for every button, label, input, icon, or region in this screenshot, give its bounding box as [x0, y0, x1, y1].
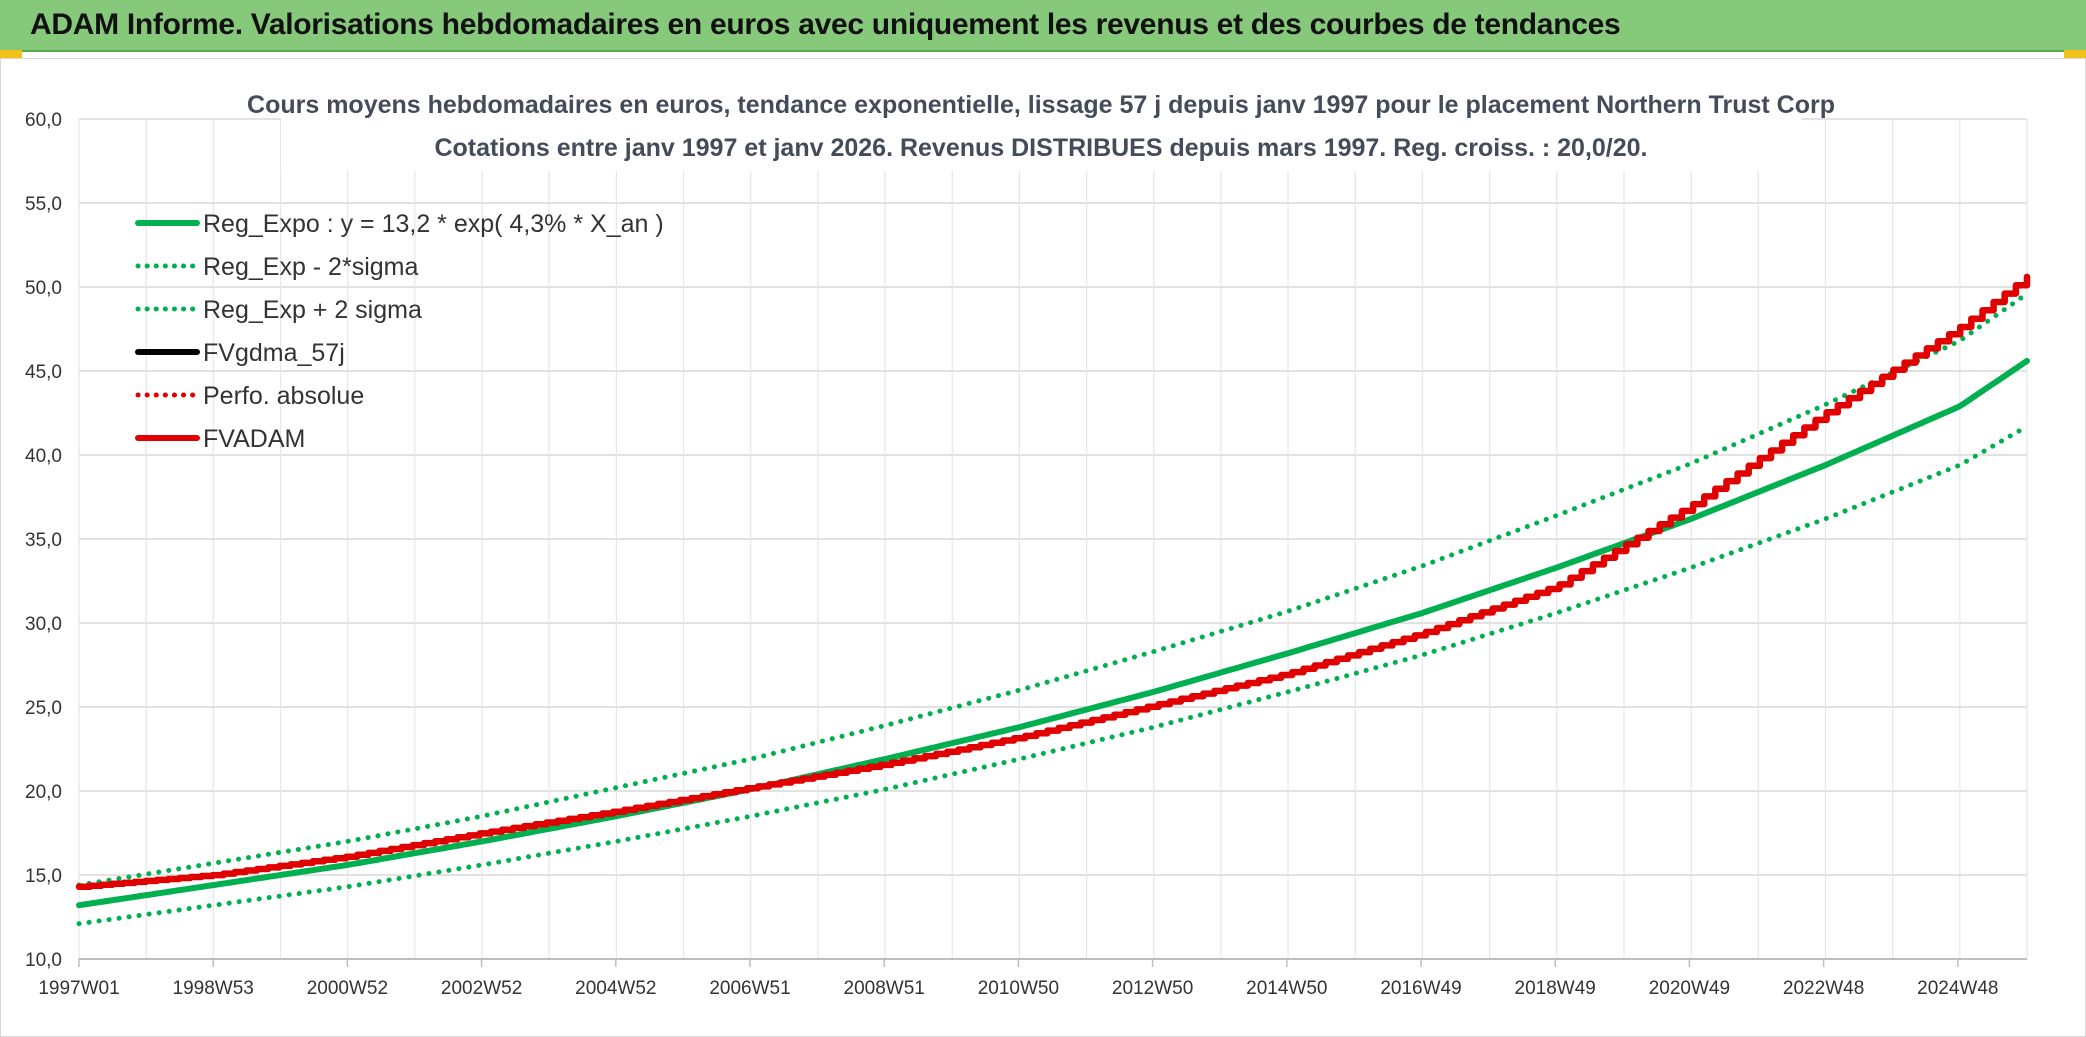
x-tick-label: 2006W51 [709, 978, 790, 999]
y-tick-label: 55,0 [25, 194, 62, 215]
series-line-2 [76, 291, 2030, 888]
title-backdrop [281, 83, 1801, 171]
x-tick-label: 2000W52 [307, 978, 388, 999]
x-tick-label: 2002W52 [441, 978, 522, 999]
series-line-0 [76, 357, 2030, 909]
x-tick-label: 2004W52 [575, 978, 656, 999]
chart-subtitle: Cotations entre janv 1997 et janv 2026. … [434, 134, 1647, 162]
x-tick-label: 2024W48 [1917, 978, 1998, 999]
x-axis-ticks: 1997W01 1998W53 2000W52 2002W52 2004W52 2006W… [38, 958, 2027, 999]
legend-entry: Reg_Exp - 2*sigma [203, 253, 418, 281]
y-tick-label: 25,0 [25, 698, 62, 719]
y-tick-label: 10,0 [25, 950, 62, 971]
x-tick-label: 2010W50 [978, 978, 1059, 999]
y-tick-label: 15,0 [25, 866, 62, 887]
legend-entry: Reg_Expo : y = 13,2 * exp( 4,3% * X_an ) [203, 210, 664, 238]
x-tick-label: 2018W49 [1515, 978, 1596, 999]
x-tick-label: 2020W49 [1649, 978, 1730, 999]
legend-entry: FVADAM [203, 425, 305, 453]
line-chart: 10,0 15,0 20,0 25,0 30,0 35,0 40,0 45,0 50,0 55,0… [25, 83, 2031, 999]
x-tick-label: 2012W50 [1112, 978, 1193, 999]
legend-entry: Reg_Exp + 2 sigma [203, 296, 422, 324]
legend-entry: FVgdma_57j [203, 339, 345, 367]
chart-title: Cours moyens hebdomadaires en euros, ten… [247, 91, 1835, 119]
grid [78, 118, 2028, 960]
legend-entry: Perfo. absolue [203, 382, 364, 410]
series-line-1 [76, 423, 2030, 927]
report-title: ADAM Informe. Valorisations hebdomadaire… [30, 8, 1621, 41]
x-tick-label: 2016W49 [1380, 978, 1461, 999]
corner-accent-right [2064, 50, 2086, 59]
y-tick-label: 50,0 [25, 278, 62, 299]
y-tick-label: 20,0 [25, 782, 62, 803]
y-tick-label: 35,0 [25, 530, 62, 551]
y-tick-label: 30,0 [25, 614, 62, 635]
series-line-5 [75, 273, 2031, 891]
y-tick-label: 60,0 [25, 110, 62, 131]
x-tick-label: 1997W01 [38, 978, 119, 999]
x-tick-label: 2008W51 [844, 978, 925, 999]
chart-area: 10,0 15,0 20,0 25,0 30,0 35,0 40,0 45,0 50,0 55,0… [0, 58, 2086, 1037]
legend: Reg_Expo : y = 13,2 * exp( 4,3% * X_an )… [135, 210, 664, 453]
x-tick-label: 2022W48 [1783, 978, 1864, 999]
report-banner: ADAM Informe. Valorisations hebdomadaire… [0, 0, 2086, 52]
x-tick-label: 1998W53 [173, 978, 254, 999]
x-tick-label: 2014W50 [1246, 978, 1327, 999]
y-tick-label: 40,0 [25, 446, 62, 467]
y-axis-ticks: 10,0 15,0 20,0 25,0 30,0 35,0 40,0 45,0 50,0 55,0… [25, 110, 62, 971]
y-tick-label: 45,0 [25, 362, 62, 383]
corner-accent-left [0, 50, 22, 59]
series-lines [75, 273, 2031, 927]
